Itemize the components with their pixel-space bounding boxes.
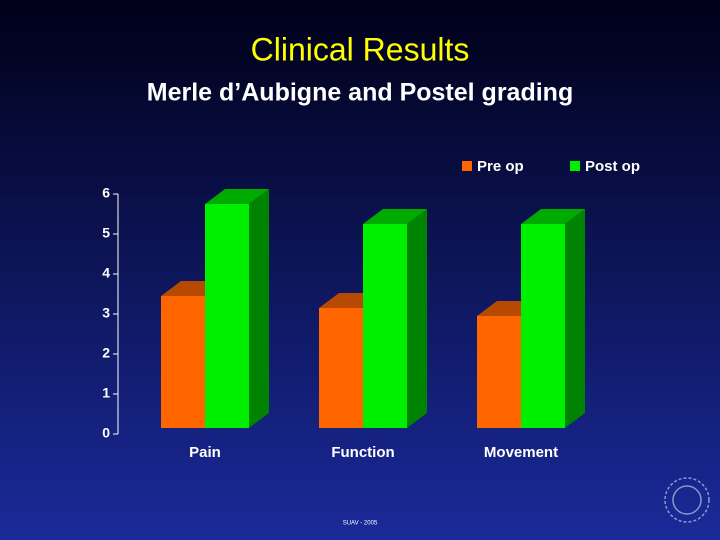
y-tick-label: 6	[102, 185, 110, 201]
bar-top	[205, 189, 269, 204]
x-tick-label: Movement	[484, 444, 558, 461]
y-tick-label: 1	[102, 385, 110, 401]
bar-top	[521, 209, 585, 224]
legend-swatch	[462, 161, 472, 171]
bar-front	[205, 204, 249, 428]
bar-front	[477, 316, 521, 428]
legend-label: Post op	[585, 158, 640, 175]
y-tick-label: 5	[102, 225, 110, 241]
y-tick-label: 4	[102, 265, 110, 281]
chart-title: Clinical Results	[251, 31, 470, 67]
y-tick-label: 2	[102, 345, 110, 361]
bar	[521, 209, 585, 428]
bar	[205, 189, 269, 428]
bar-front	[161, 296, 205, 428]
x-tick-label: Pain	[189, 444, 221, 461]
bar	[363, 209, 427, 428]
bar-side	[565, 209, 585, 428]
logo	[664, 477, 710, 523]
y-tick-label: 0	[102, 425, 110, 441]
legend-label: Pre op	[477, 158, 524, 175]
legend-swatch	[570, 161, 580, 171]
bar-front	[363, 224, 407, 428]
bar-front	[521, 224, 565, 428]
y-tick-label: 3	[102, 305, 110, 321]
bar-front	[319, 308, 363, 428]
chart-subtitle: Merle d’Aubigne and Postel grading	[147, 79, 573, 107]
bar-side	[249, 189, 269, 428]
x-tick-label: Function	[331, 444, 394, 461]
bar-top	[363, 209, 427, 224]
footer: SUAV - 2005	[343, 521, 378, 527]
bar-side	[407, 209, 427, 428]
